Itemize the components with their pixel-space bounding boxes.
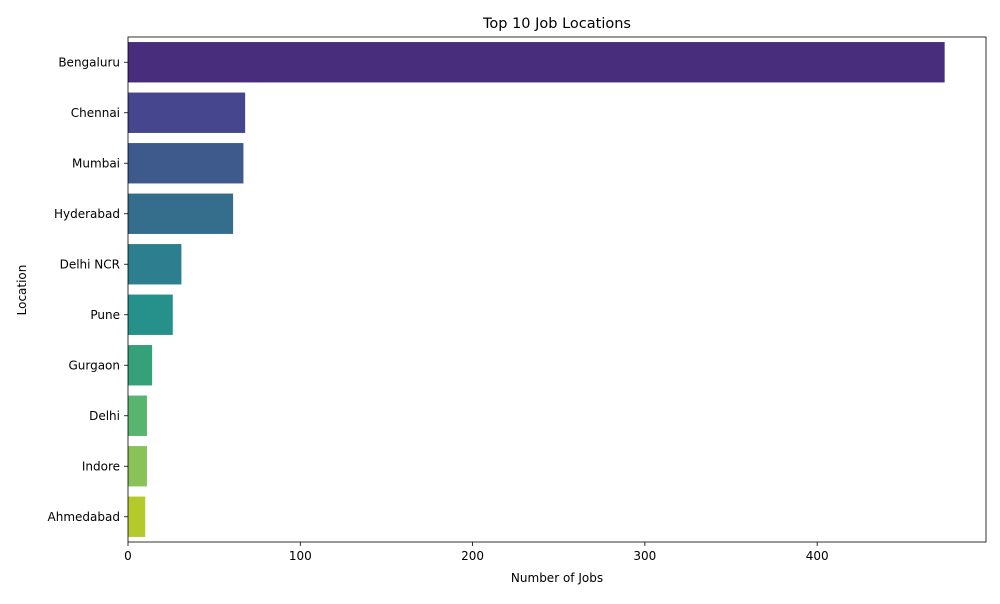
chart-title: Top 10 Job Locations: [482, 16, 631, 32]
bar-ahmedabad: [128, 496, 146, 537]
x-axis-label: Number of Jobs: [511, 571, 603, 585]
y-tick-label: Delhi: [89, 409, 120, 423]
bar-chennai: [128, 92, 246, 133]
bar-bengaluru: [128, 42, 945, 83]
y-axis-label: Location: [15, 265, 29, 316]
bar-delhi: [128, 395, 147, 436]
y-axis-ticks: Bengaluru Chennai Mumbai Hyderabad Delhi NCR…: [48, 55, 128, 524]
bar-pune: [128, 294, 173, 335]
y-tick-label: Bengaluru: [58, 55, 120, 69]
y-tick-label: Hyderabad: [54, 207, 120, 221]
y-tick-label: Delhi NCR: [60, 257, 120, 271]
y-tick-label: Pune: [90, 308, 120, 322]
y-tick-label: Ahmedabad: [48, 510, 120, 524]
bars: [128, 42, 945, 537]
x-tick-label: 100: [289, 549, 312, 563]
bar-gurgaon: [128, 345, 153, 386]
y-tick-label: Gurgaon: [68, 358, 120, 372]
bar-indore: [128, 446, 147, 487]
y-tick-label: Indore: [82, 459, 120, 473]
bar-mumbai: [128, 143, 244, 184]
x-tick-label: 300: [633, 549, 656, 563]
x-tick-label: 200: [461, 549, 484, 563]
plot-frame: [127, 36, 987, 543]
x-tick-label: 0: [124, 549, 132, 563]
y-tick-label: Mumbai: [72, 156, 120, 170]
x-axis-ticks: 0 100 200 300 400: [124, 542, 829, 563]
bar-hyderabad: [128, 193, 234, 234]
bar-delhi-ncr: [128, 244, 182, 285]
y-tick-label: Chennai: [71, 106, 120, 120]
x-tick-label: 400: [806, 549, 829, 563]
